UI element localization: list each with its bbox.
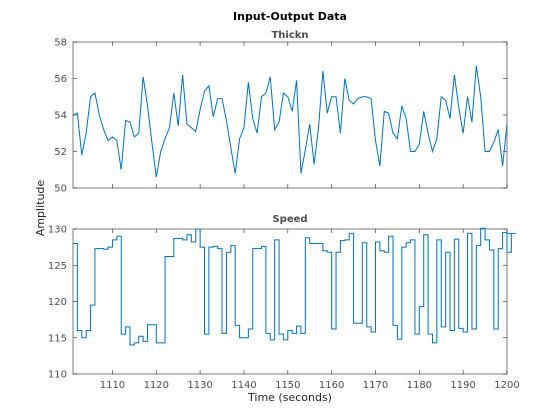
- panel-thickn-y-tick-label: 58: [54, 38, 67, 49]
- x-tick-label: 1180: [407, 380, 432, 391]
- x-axis-label: Time (seconds): [247, 391, 332, 404]
- panel-speed-title: Speed: [272, 214, 307, 225]
- panel-thickn: Thickn 50 52 54 56 58: [54, 30, 508, 195]
- panel-speed-y-tick-label: 125: [48, 261, 67, 272]
- x-tick-label: 1140: [231, 380, 256, 391]
- panel-thickn-series: [72, 65, 508, 178]
- x-tick-label: 1150: [275, 380, 300, 391]
- panel-thickn-y-tick-label: 54: [54, 111, 67, 122]
- series-thickn-line: [72, 65, 508, 178]
- panel-speed-y-tick-label: 115: [48, 333, 67, 344]
- panel-speed-y-tick-label: 110: [48, 370, 67, 381]
- panel-thickn-x-tickmarks: [112, 42, 508, 188]
- panel-thickn-y-ticks: 50 52 54 56 58: [54, 38, 507, 195]
- panel-thickn-title: Thickn: [271, 30, 308, 41]
- panel-speed-axes: [72, 228, 508, 375]
- x-tick-label: 1200: [494, 380, 519, 391]
- panel-thickn-y-tick-label: 50: [54, 184, 67, 195]
- x-tick-label: 1120: [144, 380, 169, 391]
- panel-speed-y-tick-label: 130: [48, 225, 67, 236]
- x-tick-label: 1190: [450, 380, 475, 391]
- panel-speed-y-ticks: 110 115 120 125 130: [48, 225, 507, 381]
- x-tick-label: 1160: [319, 380, 344, 391]
- panel-thickn-y-tick-label: 52: [54, 147, 67, 158]
- panel-thickn-y-tick-label: 56: [54, 74, 67, 85]
- y-axis-label: Amplitude: [34, 180, 47, 237]
- x-tick-label: 1170: [363, 380, 388, 391]
- panel-thickn-axes: [72, 41, 508, 189]
- x-tick-label: 1130: [187, 380, 212, 391]
- x-tick-label: 1110: [100, 380, 125, 391]
- panel-speed-x-tick-labels: 1110 1120 1130 1140 1150 1160 1170 1180 1190 1200: [100, 380, 520, 391]
- figure-title: Input-Output Data: [233, 10, 347, 23]
- panel-speed-y-tick-label: 120: [48, 297, 67, 308]
- panel-speed-series: [73, 227, 516, 346]
- series-speed-line: [73, 227, 516, 346]
